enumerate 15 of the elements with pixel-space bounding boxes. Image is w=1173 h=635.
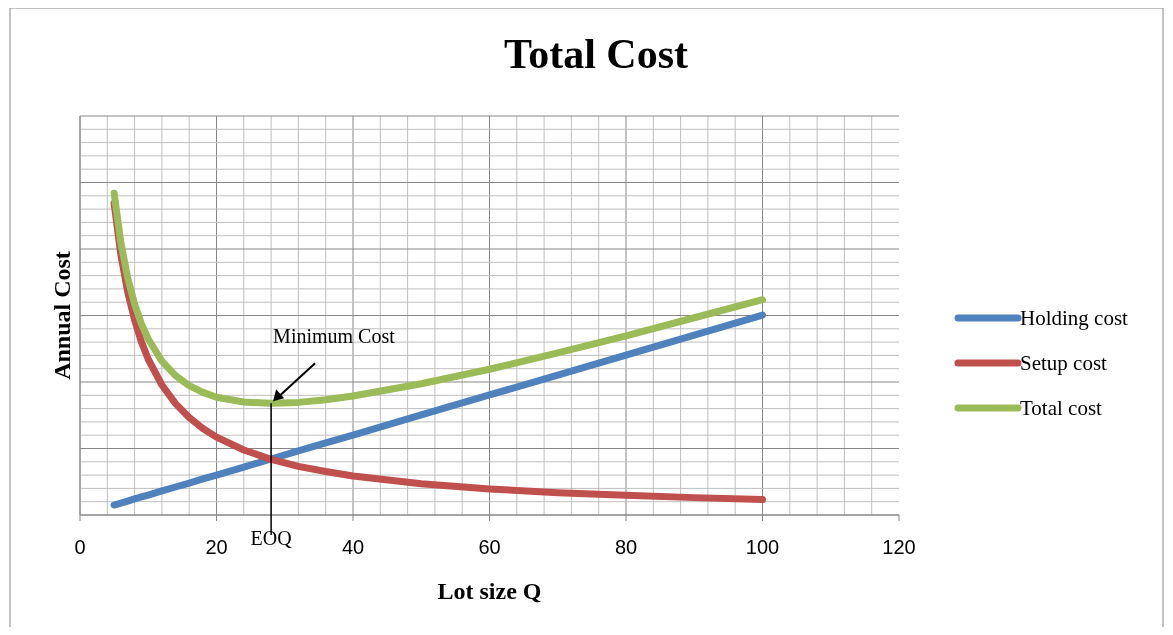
y-axis-title: Annual Cost — [49, 251, 75, 380]
annotation: Minimum Cost — [273, 325, 396, 348]
legend-label: Setup cost — [1020, 351, 1108, 375]
x-tick-label: 40 — [341, 536, 365, 558]
x-tick-label: 0 — [74, 536, 86, 558]
x-tick-label: 120 — [882, 536, 916, 558]
x-tick-label: 100 — [745, 536, 780, 558]
x-axis-title: Lot size Q — [437, 578, 542, 604]
ref-line-label: EOQ — [250, 527, 293, 549]
legend-label: Holding cost — [1020, 306, 1129, 330]
x-tick-label: 80 — [614, 536, 638, 558]
chart-title: Total Cost — [504, 31, 688, 77]
legend-label: Total cost — [1020, 396, 1103, 420]
x-tick-label: 60 — [478, 536, 501, 558]
x-tick-label: 20 — [205, 536, 228, 558]
